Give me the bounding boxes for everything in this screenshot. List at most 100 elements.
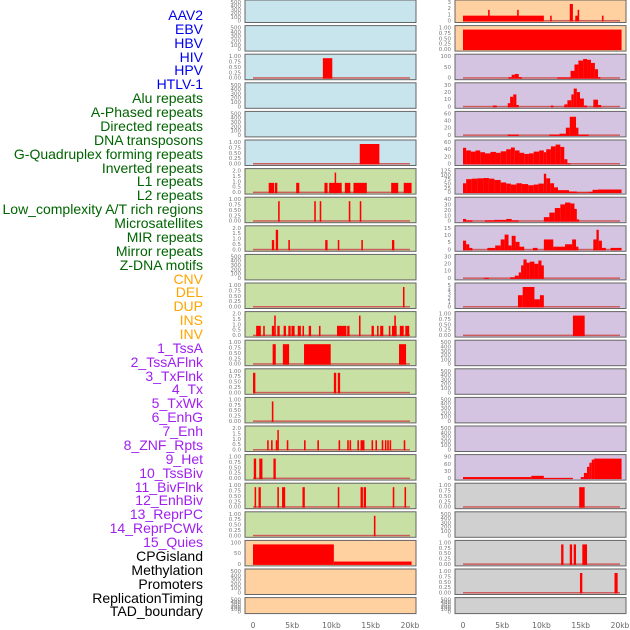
panel-background [244,511,417,538]
y-tick-label: 60 [444,462,451,468]
track-label: 3_TxFlnk [145,367,203,384]
y-tick-label: 200 [231,39,242,45]
panel-background [454,339,627,367]
baseline [253,248,410,251]
y-tick-label: 50 [444,182,451,188]
y-tick-label: 20 [444,208,451,214]
bar [567,100,572,108]
panel-background [244,0,417,23]
bar [253,458,257,480]
bar [526,262,530,279]
y-tick-label: 0.25 [229,213,242,219]
baseline [253,477,410,480]
track-label: Methylation [131,561,203,578]
y-tick-label: 0.50 [229,494,242,500]
y-tick-label: 0.5 [232,328,241,334]
panel-background [244,396,417,424]
bar [342,325,347,337]
y-tick-label: 0.00 [229,505,242,511]
y-tick-label: 10 [444,233,451,239]
track-labels: AAV2 EBV HBV HIV HPV HTLV-1 Alu repeats A-Phase… [0,0,204,630]
y-tick-label: 2.0 [232,226,241,232]
bar [500,182,507,194]
bar [533,184,539,194]
bar [590,62,595,79]
track-label: 6_EnhG [151,409,203,426]
bar [579,573,583,594]
bar [587,59,591,79]
track-label: Directed repeats [100,117,203,134]
y-tick-label: 0.50 [439,494,452,500]
bar [275,440,278,451]
y-tick-label: 0 [238,562,242,568]
bar [598,77,601,79]
y-tick-label: 0.0 [232,448,241,454]
y-tick-label: 0.75 [229,489,242,495]
y-tick-label: 400 [231,259,242,265]
y-tick-label: 0 [238,47,242,53]
bar [546,149,551,165]
y-tick-label: 0 [448,219,452,225]
y-tick-label: 0.00 [229,533,242,539]
y-tick-label: 1.00 [229,455,242,461]
panel-background [454,396,627,424]
y-tick-label: 500 [231,0,242,6]
baseline [253,334,410,337]
bar [359,144,380,165]
y-tick-label: 2 [448,296,452,302]
bar [477,178,484,194]
panel-background [244,568,417,595]
bar [282,344,290,365]
y-tick-label: 2.0 [232,312,241,318]
y-tick-label: 1.0 [232,322,241,328]
bar [557,190,569,194]
bar [392,487,395,508]
bar [322,58,333,79]
bar [480,152,485,165]
bar [506,149,511,165]
baseline [463,334,620,337]
baseline [253,220,410,222]
track-label: 10_TssBiv [139,464,203,481]
bar [582,544,588,565]
y-tick-label: 30 [444,254,451,260]
bar [500,239,505,251]
bar [253,544,334,565]
y-tick-label: 400 [231,600,242,606]
bar [466,220,473,222]
y-tick-label: 500 [231,83,242,89]
y-tick-label: 200 [231,605,242,611]
bar [387,440,389,451]
baseline [253,363,410,365]
bar [561,544,564,565]
bar [538,260,542,279]
bar [593,239,597,251]
track-label: 8_ZNF_Rpts [123,436,203,453]
bar [511,220,519,222]
bar [560,204,566,222]
y-tick-label: 300 [441,349,452,355]
y-tick-label: 0.75 [229,374,242,380]
bar [539,295,544,308]
track-label: Mirror repeats [115,242,203,259]
track-label: 1_TssA [157,339,203,356]
y-tick-label: 500 [231,111,242,117]
bar [543,217,550,222]
y-tick-label: 1.5 [232,431,241,437]
bar [550,183,555,194]
y-tick-label: 100 [441,386,452,392]
bar [487,247,496,251]
y-tick-label: 2.0 [232,169,241,175]
bar [337,240,340,251]
bar [375,440,378,451]
track-label: HBV [174,34,203,51]
bar [291,325,295,337]
bar [528,153,534,165]
y-tick-label: 0.75 [439,574,452,580]
bar [304,440,306,451]
y-tick-label: 0.25 [229,356,242,362]
y-tick-label: 30 [444,83,451,89]
y-tick-label: 0.50 [229,523,242,529]
track-label: 14_ReprPCWk [109,520,203,537]
bar [288,325,291,337]
